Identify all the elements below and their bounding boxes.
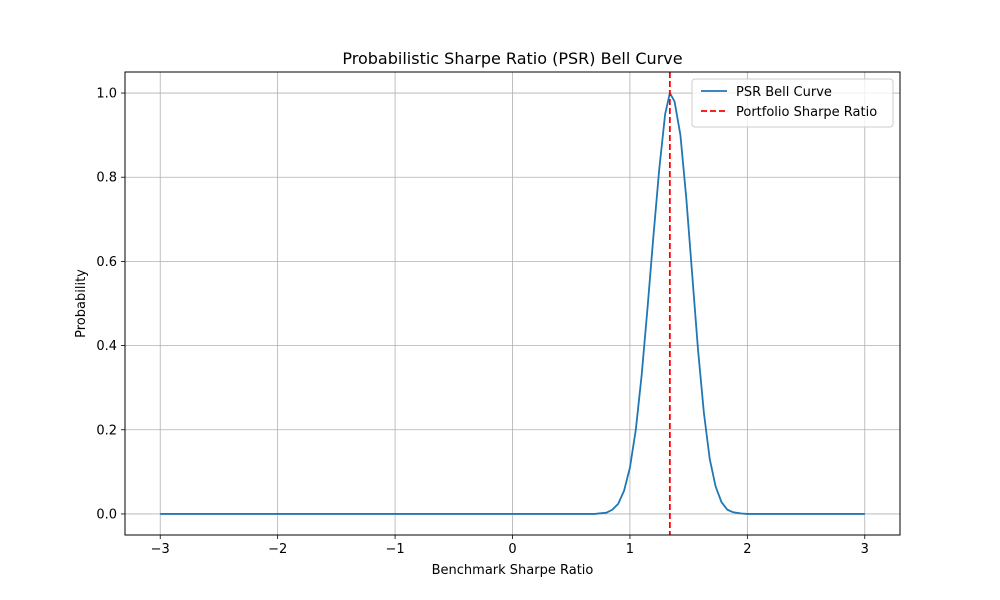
ticks: −3 −2 −1 0 1 2 3 0.0 0.2 0.4 0.6 0.8 1.0 <box>96 87 869 557</box>
legend-label-psr: PSR Bell Curve <box>736 85 832 100</box>
x-tick-label: −2 <box>268 542 287 557</box>
y-tick-label: 1.0 <box>96 87 117 102</box>
y-tick-label: 0.0 <box>96 507 117 522</box>
x-tick-label: −3 <box>151 542 170 557</box>
x-tick-label: 1 <box>626 542 634 557</box>
grid <box>125 72 900 535</box>
y-tick-label: 0.6 <box>96 255 117 270</box>
legend: PSR Bell Curve Portfolio Sharpe Ratio <box>691 78 894 128</box>
y-tick-label: 0.4 <box>96 339 117 354</box>
legend-box <box>691 78 894 128</box>
x-tick-label: −1 <box>385 542 404 557</box>
legend-label-portfolio: Portfolio Sharpe Ratio <box>736 105 877 120</box>
y-tick-label: 0.8 <box>96 171 117 186</box>
x-axis-label: Benchmark Sharpe Ratio <box>432 563 594 578</box>
y-axis-label: Probability <box>74 269 89 338</box>
x-tick-label: 0 <box>508 542 516 557</box>
chart-title: Probabilistic Sharpe Ratio (PSR) Bell Cu… <box>342 49 682 68</box>
series-line-psr-bell-curve <box>160 92 865 515</box>
x-tick-label: 3 <box>861 542 869 557</box>
series-layer <box>160 72 865 535</box>
y-tick-label: 0.2 <box>96 423 117 438</box>
x-tick-label: 2 <box>743 542 751 557</box>
